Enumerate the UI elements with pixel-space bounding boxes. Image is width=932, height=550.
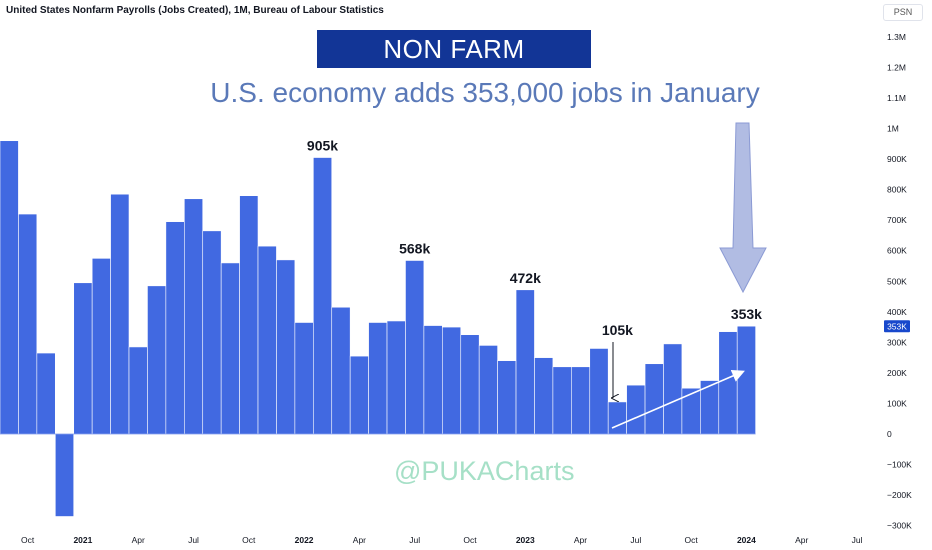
x-tick-label: Oct: [21, 535, 35, 545]
bar-2020-10: [18, 213, 38, 435]
x-tick-label: Apr: [574, 535, 587, 545]
bar-2021-11: [257, 245, 277, 435]
bar-2022-07: [405, 260, 425, 435]
bar-2021-03: [110, 193, 130, 435]
scale-button[interactable]: PSN: [883, 4, 923, 21]
big-down-arrow: [719, 122, 767, 294]
bar-2021-02: [91, 258, 111, 435]
y-tick-label: 400K: [887, 307, 907, 317]
bar-2020-12: [54, 433, 75, 517]
y-tick-label: 1.2M: [887, 62, 906, 72]
y-tick-label: 900K: [887, 154, 907, 164]
x-tick-label: 2024: [737, 535, 756, 545]
last-value-badge: [884, 320, 910, 333]
bar-2023-08: [644, 363, 664, 435]
x-tick-label: 2022: [295, 535, 314, 545]
watermark: @PUKACharts: [394, 456, 575, 486]
bar-2024-01: [736, 325, 756, 435]
x-tick-label: 2021: [73, 535, 92, 545]
y-tick-label: 700K: [887, 215, 907, 225]
x-tick-label: Jul: [409, 535, 420, 545]
x-tick-label: Jul: [188, 535, 199, 545]
x-tick-label: Oct: [684, 535, 698, 545]
y-tick-label: 600K: [887, 246, 907, 256]
x-tick-label: Apr: [795, 535, 808, 545]
bar-2023-04: [571, 366, 591, 435]
y-tick-label: 500K: [887, 276, 907, 286]
y-tick-label: 200K: [887, 368, 907, 378]
annotation-472k: 472k: [510, 270, 541, 286]
bar-2021-10: [239, 195, 259, 435]
x-tick-label: Jul: [630, 535, 641, 545]
bar-2023-05: [589, 348, 609, 435]
y-tick-label: −300K: [887, 521, 912, 531]
x-tick-label: Oct: [463, 535, 477, 545]
annotation-353k: 353k: [731, 306, 762, 322]
x-tick-label: Jul: [852, 535, 863, 545]
bar-2020-11: [36, 352, 56, 435]
bar-2022-06: [386, 320, 406, 435]
bar-2022-12: [497, 360, 517, 435]
bar-2021-09: [220, 262, 240, 435]
annotation-568k: 568k: [399, 241, 430, 257]
bar-2021-04: [128, 346, 148, 435]
bar-2022-02: [313, 157, 333, 435]
y-tick-label: 1.3M: [887, 32, 906, 42]
y-tick-label: 1M: [887, 124, 899, 134]
y-tick-label: 0: [887, 429, 892, 439]
x-tick-label: 2023: [516, 535, 535, 545]
x-tick-label: Apr: [353, 535, 366, 545]
x-tick-label: Oct: [242, 535, 256, 545]
bar-2023-01: [515, 289, 535, 435]
annotation-905k: 905k: [307, 138, 338, 154]
bar-2022-10: [460, 334, 480, 435]
y-tick-label: 800K: [887, 185, 907, 195]
bar-2023-12: [718, 331, 738, 435]
bar-2021-05: [147, 285, 167, 435]
bar-2022-09: [442, 326, 462, 435]
bar-2022-03: [331, 306, 351, 435]
bar-2021-01: [73, 282, 93, 435]
annotation-105k: 105k: [602, 322, 633, 338]
banner-title: NON FARM PAYROLLS: [317, 30, 591, 102]
bar-2023-02: [534, 357, 554, 435]
y-tick-label: 100K: [887, 398, 907, 408]
bar-2022-01: [294, 322, 314, 435]
last-value-label: 353K: [887, 322, 907, 332]
chart-header-title: United States Nonfarm Payrolls (Jobs Cre…: [6, 5, 384, 16]
bar-2023-10: [681, 387, 701, 435]
bar-2023-09: [663, 343, 683, 435]
y-tick-label: 1.1M: [887, 93, 906, 103]
bar-2022-11: [478, 345, 498, 435]
bar-2021-06: [165, 221, 185, 435]
x-tick-label: Apr: [132, 535, 145, 545]
trend-arrow: [611, 369, 745, 429]
y-tick-label: −100K: [887, 460, 912, 470]
bar-2021-08: [202, 230, 222, 435]
bar-2023-06: [607, 401, 627, 435]
y-tick-label: 300K: [887, 337, 907, 347]
bar-2022-05: [368, 322, 388, 435]
bar-2020-09: [0, 140, 19, 435]
bar-2022-04: [349, 355, 369, 435]
bar-2022-08: [423, 325, 443, 435]
bar-2023-07: [626, 384, 646, 435]
bar-2021-07: [184, 198, 204, 435]
y-tick-label: −200K: [887, 490, 912, 500]
bar-2023-03: [552, 366, 572, 435]
bar-2021-12: [276, 259, 296, 435]
headline: U.S. economy adds 353,000 jobs in Januar…: [210, 77, 760, 108]
